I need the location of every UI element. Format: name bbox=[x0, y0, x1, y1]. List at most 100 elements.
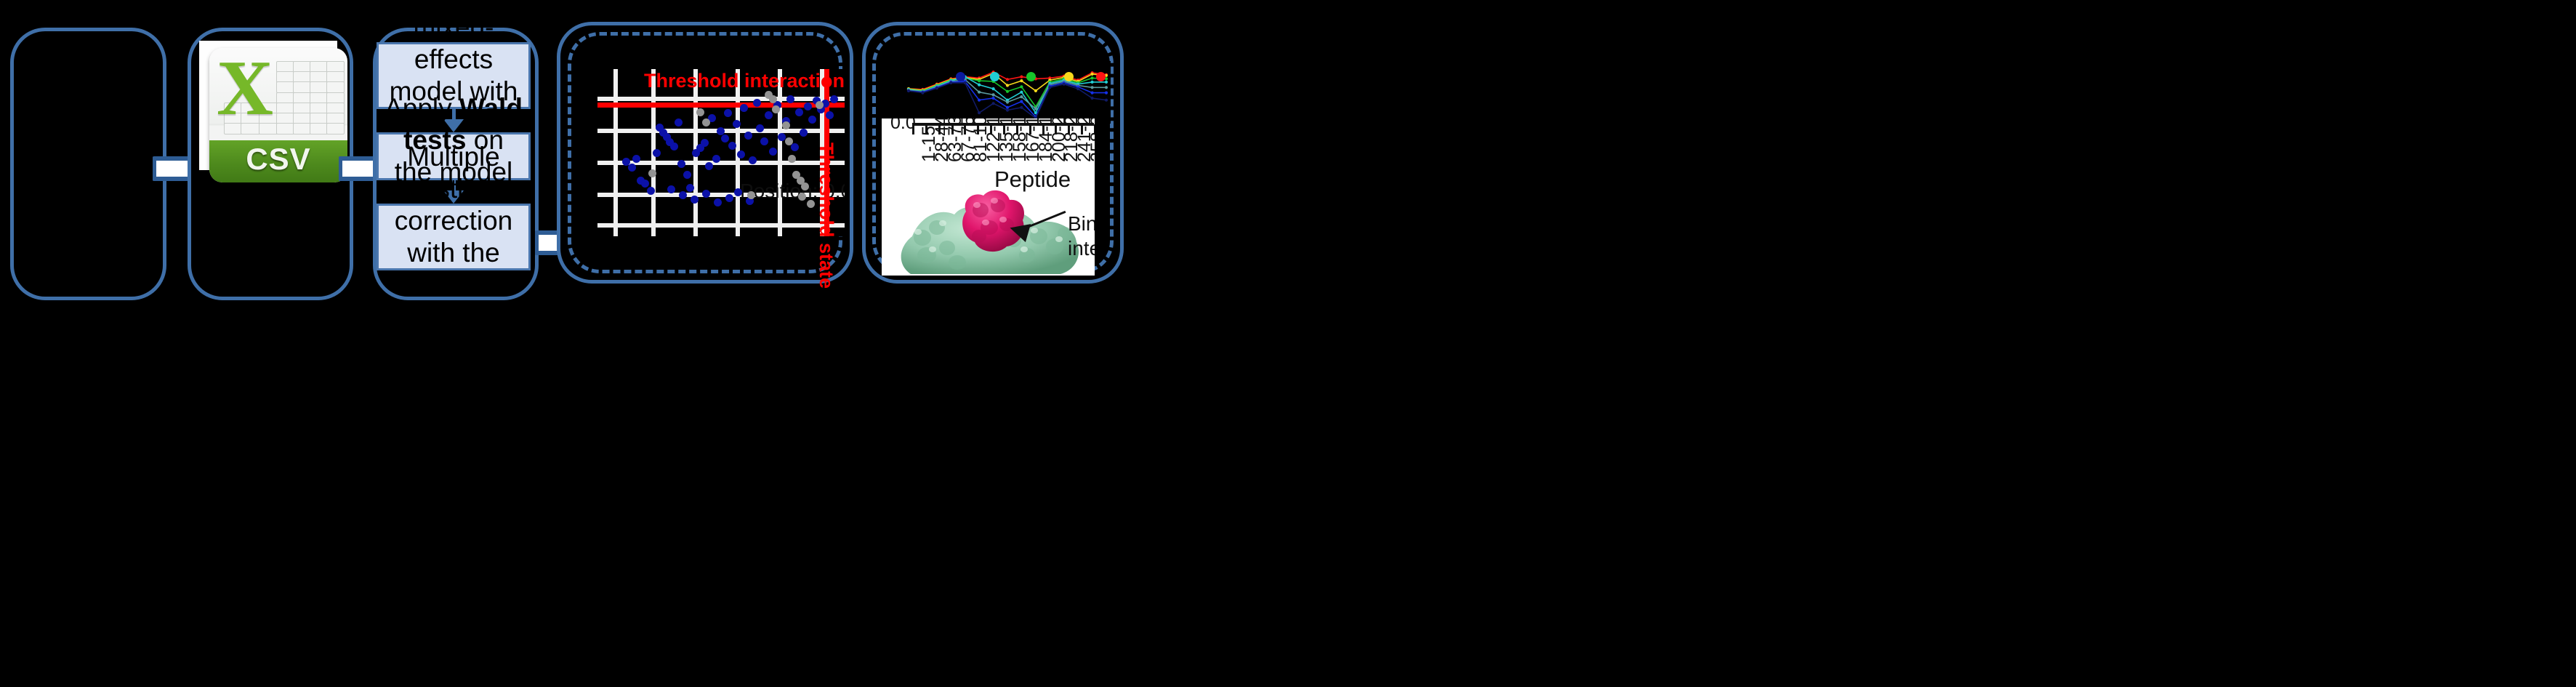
x-axis-tick bbox=[1055, 124, 1058, 134]
binding-interface-label: Binding interface bbox=[1068, 212, 1095, 261]
series-point bbox=[978, 90, 981, 94]
x-axis-tick bbox=[1003, 124, 1005, 134]
series-point bbox=[1020, 75, 1023, 79]
series-point bbox=[906, 89, 911, 92]
series-point bbox=[1020, 90, 1023, 94]
y-axis-tick-label: 0.0 bbox=[890, 118, 916, 133]
connector-2-arrowhead bbox=[443, 190, 464, 204]
series-point bbox=[1062, 82, 1066, 86]
threshold-state-label: Threshold state bbox=[816, 142, 837, 289]
series-point bbox=[1020, 85, 1023, 89]
legend-dot-t3 bbox=[1026, 72, 1036, 81]
series-point bbox=[1034, 89, 1037, 92]
flowbox-bh-pre: with the bbox=[407, 238, 500, 268]
ligand-surface bbox=[962, 190, 1024, 252]
series-point bbox=[1104, 77, 1108, 81]
series-point bbox=[978, 83, 981, 87]
series-point bbox=[978, 111, 981, 115]
series-point bbox=[1104, 91, 1108, 95]
csv-label-strip: CSV bbox=[209, 140, 347, 182]
x-axis-tick bbox=[1068, 124, 1071, 134]
protein-structure-render bbox=[901, 190, 1079, 274]
x-axis-tick bbox=[990, 124, 993, 134]
series-point bbox=[1020, 95, 1023, 99]
series-point bbox=[935, 87, 938, 90]
series-point bbox=[1020, 100, 1023, 103]
series-point bbox=[1005, 100, 1010, 104]
series-point bbox=[991, 96, 995, 100]
series-point bbox=[1020, 105, 1023, 109]
x-axis-tick bbox=[1042, 124, 1045, 134]
peptide-chart-svg bbox=[906, 71, 1108, 120]
series-point bbox=[1020, 79, 1023, 83]
series-point bbox=[1005, 84, 1010, 87]
x-axis-tick bbox=[1029, 124, 1031, 134]
flowbox-reml-line1: Fit a linear mixed- bbox=[391, 0, 517, 42]
x-axis-tick bbox=[964, 124, 967, 134]
legend-dot-t2 bbox=[990, 72, 999, 81]
results-white-inset: 0.0 1-15 28-44 63-73 67-75 81-101 122-129 135-… bbox=[882, 118, 1095, 276]
legend-dot-t1 bbox=[956, 72, 965, 81]
x-axis-tick bbox=[977, 124, 980, 134]
x-axis-tick bbox=[951, 124, 954, 134]
series-point bbox=[1005, 78, 1010, 81]
series-point bbox=[1090, 76, 1094, 80]
x-axis-label-258-266: 258-266 bbox=[1087, 118, 1095, 162]
series-point bbox=[1076, 87, 1080, 91]
peptide-uptake-line-chart bbox=[893, 61, 1111, 124]
series-point bbox=[1090, 80, 1094, 84]
series-point bbox=[978, 98, 981, 102]
connector-1-arrowhead bbox=[443, 119, 464, 132]
legend-dot-t4 bbox=[1064, 72, 1074, 81]
series-point bbox=[1034, 107, 1037, 111]
excel-x-glyph: X bbox=[217, 48, 273, 132]
series-point bbox=[1090, 86, 1094, 89]
series-point bbox=[1104, 98, 1108, 102]
x-axis-title: Peptide bbox=[994, 166, 1071, 192]
csv-badge: X CSV bbox=[209, 48, 347, 182]
series-point bbox=[991, 102, 995, 105]
series-point bbox=[1048, 86, 1052, 89]
flowbox-bh-line2: correction bbox=[394, 206, 513, 236]
series-point bbox=[1005, 108, 1010, 112]
legend-dot-t5 bbox=[1096, 72, 1106, 81]
binding-interface-label-line1: Binding bbox=[1068, 212, 1095, 235]
series-point bbox=[991, 87, 995, 91]
series-point bbox=[963, 81, 967, 84]
series-point bbox=[978, 79, 981, 83]
csv-file-icon: X CSV bbox=[199, 41, 347, 182]
flowbox-wald-pre: Apply bbox=[385, 93, 459, 123]
series-point bbox=[1090, 72, 1094, 76]
series-point bbox=[921, 91, 925, 95]
x-axis-tick bbox=[1015, 124, 1018, 134]
flowbox-bh-line1: Multiple testing bbox=[407, 142, 500, 204]
volcano-scatter-plot: Position: 0.0 0.0 bbox=[597, 69, 845, 236]
x-axis-tick bbox=[938, 124, 941, 134]
flowbox-bh-bold: BH bbox=[434, 270, 473, 300]
series-point bbox=[991, 93, 995, 97]
series-point bbox=[1090, 96, 1094, 100]
series-point bbox=[1090, 91, 1094, 95]
series-point bbox=[1005, 105, 1010, 109]
x-axis-tick bbox=[1094, 124, 1095, 134]
flowbox-wald-bold: Wald tests bbox=[403, 93, 523, 155]
series-point bbox=[949, 81, 953, 84]
x-axis-tick bbox=[925, 124, 927, 134]
flowbox-bh-post: procedure bbox=[393, 302, 515, 332]
input-panel bbox=[10, 28, 166, 300]
flowbox-bh[interactable]: Multiple testing correction with the BH … bbox=[377, 142, 531, 332]
csv-label: CSV bbox=[246, 142, 311, 176]
flowbox-wald-post: on bbox=[466, 125, 504, 155]
series-point bbox=[1104, 80, 1108, 84]
series-point bbox=[1104, 86, 1108, 89]
binding-interface-label-line2: interface bbox=[1068, 237, 1095, 260]
threshold-interaction-label: Threshold interaction bbox=[644, 70, 845, 92]
x-axis-tick bbox=[1081, 124, 1084, 134]
csv-spreadsheet-grid bbox=[224, 61, 345, 140]
series-point bbox=[1034, 111, 1037, 115]
x-axis-tick bbox=[912, 124, 914, 134]
threshold-state-line bbox=[824, 69, 829, 236]
flowbox-reml-line2: effects model with bbox=[389, 44, 518, 106]
series-point bbox=[1005, 89, 1010, 93]
